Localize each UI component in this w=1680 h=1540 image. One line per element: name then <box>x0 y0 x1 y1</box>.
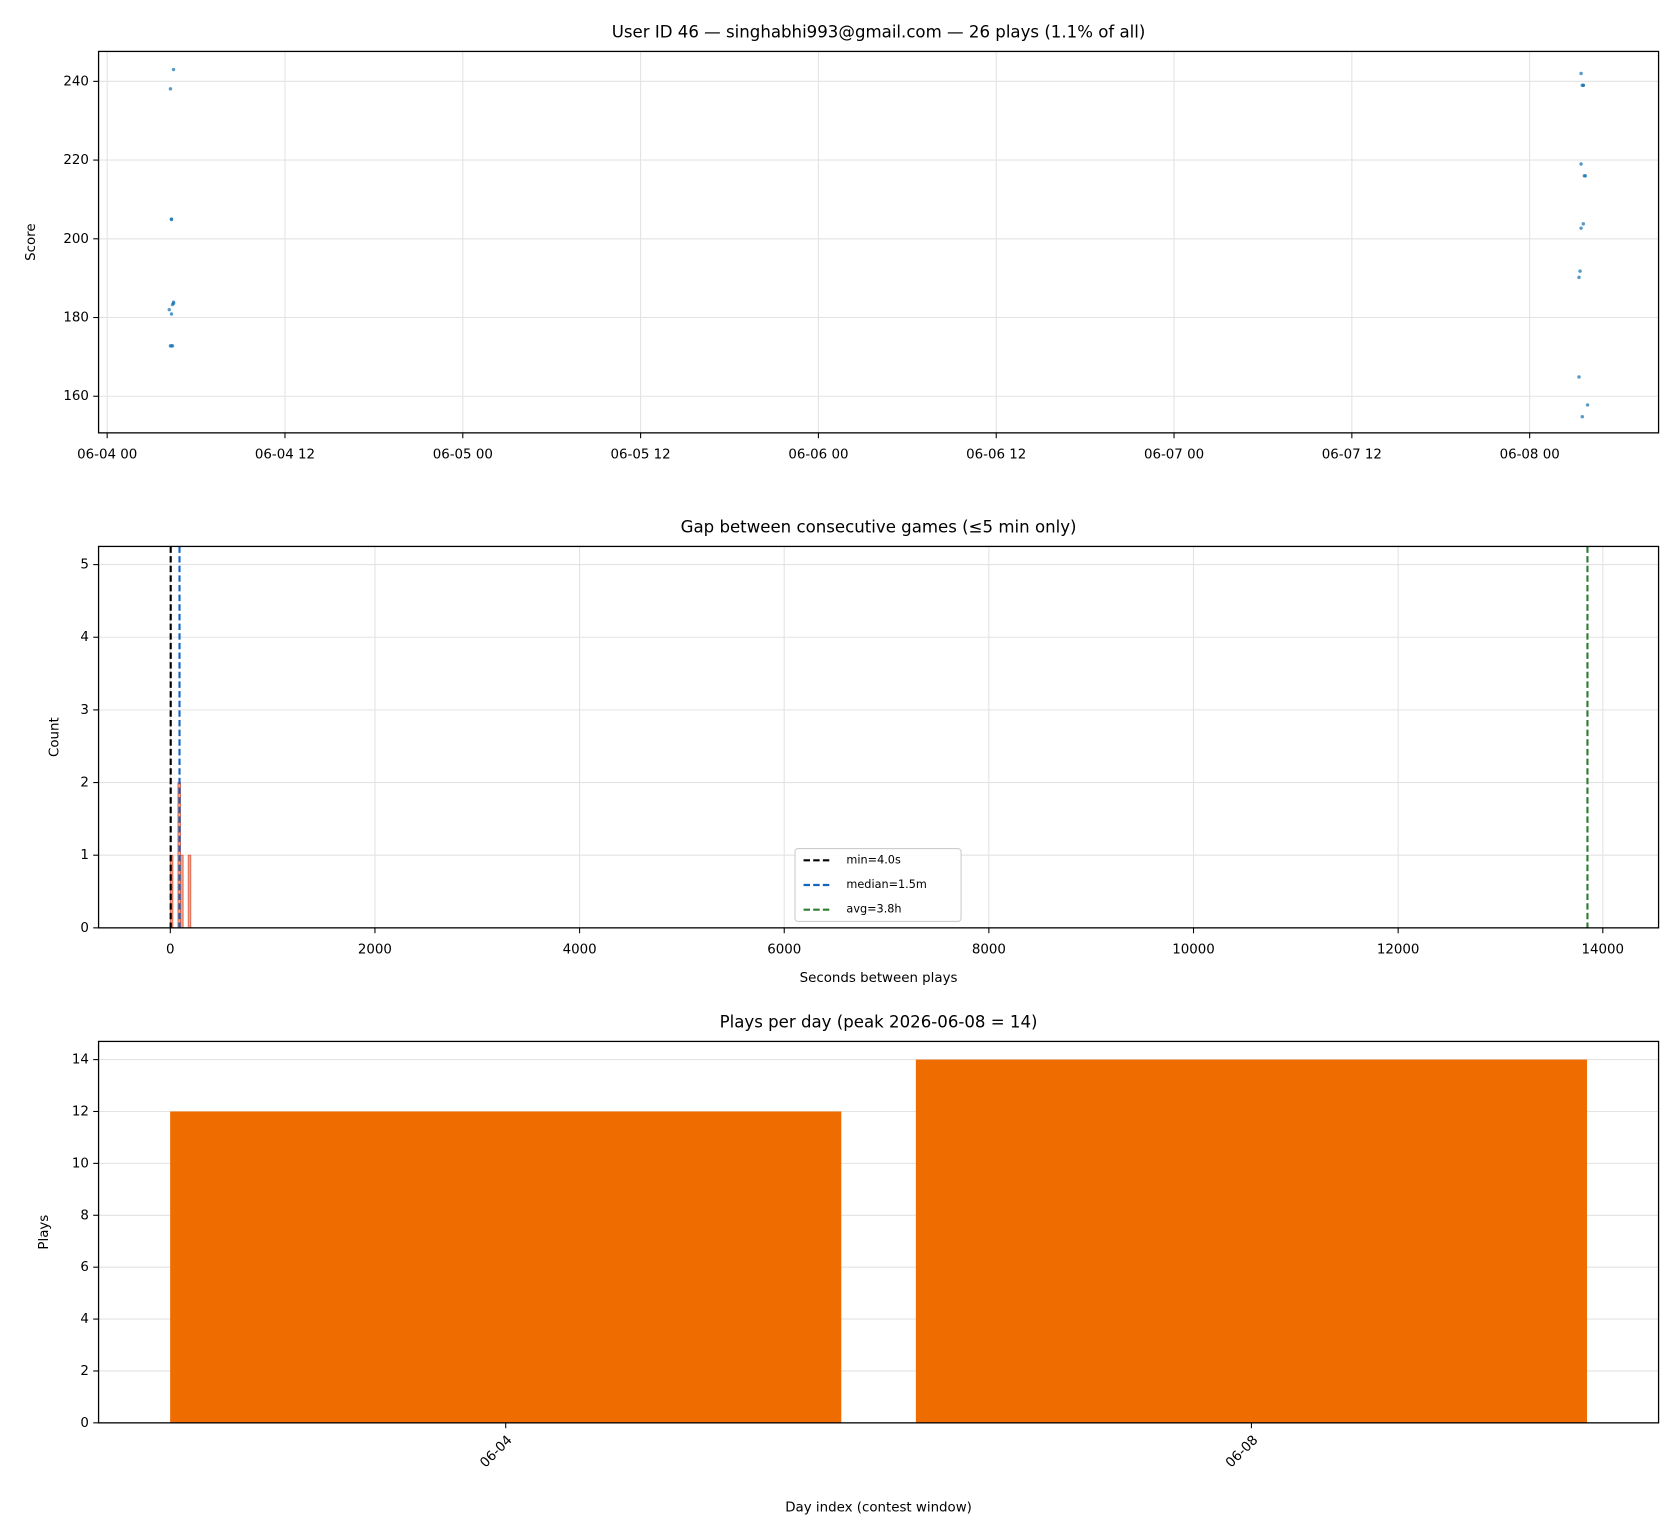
x-tick-label: 06-04 <box>478 1433 516 1471</box>
x-tick-label: 12000 <box>1377 942 1420 957</box>
y-tick-label: 12 <box>72 1104 89 1119</box>
y-tick-label: 4 <box>80 630 89 645</box>
y-axis-label: Score <box>24 223 39 260</box>
legend-label: avg=3.8h <box>846 903 901 916</box>
y-tick-label: 240 <box>63 74 89 89</box>
chart-title: User ID 46 — singhabhi993@gmail.com — 26… <box>612 23 1146 42</box>
chart-title: Gap between consecutive games (≤5 min on… <box>681 518 1077 537</box>
subplot: 0 2 4 6 8 10 12 14 06-04 06-08 Plays per day (peak… <box>37 1013 1660 1516</box>
point <box>1581 222 1586 226</box>
point <box>168 87 173 91</box>
point <box>1585 403 1590 407</box>
point <box>1581 83 1586 87</box>
y-tick-label: 2 <box>80 776 89 791</box>
axes-frame <box>97 1040 1660 1424</box>
x-tick-label: 06-04 12 <box>255 447 315 462</box>
point <box>169 344 174 348</box>
y-tick-label: 10 <box>72 1156 89 1171</box>
x-tick-label: 14000 <box>1582 942 1625 957</box>
point <box>1578 269 1582 273</box>
y-tick-label: 8 <box>80 1208 89 1223</box>
x-tick-label: 06-05 12 <box>611 447 671 462</box>
point <box>171 67 176 72</box>
point <box>1577 375 1581 379</box>
y-tick-label: 6 <box>80 1260 89 1275</box>
x-tick-label: 06-07 12 <box>1322 447 1382 462</box>
point <box>1577 275 1581 280</box>
x-tick-label: 4000 <box>563 942 597 957</box>
x-tick-label: 06-05 00 <box>433 447 493 462</box>
bar <box>915 1059 1587 1423</box>
x-axis-label: Seconds between plays <box>800 971 958 986</box>
point <box>1579 226 1583 230</box>
y-axis-label: Plays <box>37 1215 52 1250</box>
x-tick-label: 6000 <box>767 942 801 957</box>
axes-frame <box>97 545 1660 929</box>
point <box>1579 71 1583 76</box>
x-tick-label: 06-08 00 <box>1500 447 1560 462</box>
y-axis-label: Count <box>48 717 63 757</box>
x-tick-label: 06-08 <box>1223 1433 1261 1471</box>
point <box>167 307 171 312</box>
point <box>1583 174 1588 178</box>
hist-bar <box>187 854 192 929</box>
subplot: 160 180 200 220 240 06-04 00 06-04 12 06-05 00 0… <box>24 23 1660 462</box>
x-axis-label: Day index (contest window) <box>785 1501 972 1516</box>
y-tick-label: 4 <box>80 1312 89 1327</box>
chart-title: Plays per day (peak 2026-06-08 = 14) <box>720 1013 1038 1032</box>
x-tick-label: 06-07 00 <box>1144 447 1204 462</box>
y-tick-label: 0 <box>80 921 89 936</box>
legend-label: min=4.0s <box>846 853 901 866</box>
y-tick-label: 200 <box>63 232 89 247</box>
x-tick-label: 06-06 00 <box>788 447 848 462</box>
legend-box <box>794 848 962 922</box>
point <box>1580 415 1584 419</box>
y-tick-label: 1 <box>80 848 89 863</box>
y-tick-label: 14 <box>72 1053 89 1068</box>
subplot: 0 1 2 3 4 5 0 2000 4000 6000 8000 10000 12000 14000 mi… <box>48 518 1660 986</box>
x-tick-label: 06-06 12 <box>966 447 1026 462</box>
y-tick-label: 220 <box>63 153 89 168</box>
point <box>171 300 176 304</box>
x-tick-label: 8000 <box>972 942 1006 957</box>
x-tick-label: 2000 <box>358 942 392 957</box>
point <box>1579 162 1583 166</box>
point <box>169 312 174 316</box>
hist-bar <box>180 854 184 929</box>
y-tick-label: 3 <box>80 703 89 718</box>
axes-frame <box>97 50 1660 434</box>
x-tick-label: 06-04 00 <box>77 447 137 462</box>
y-tick-label: 2 <box>80 1364 89 1379</box>
x-tick-label: 10000 <box>1172 942 1215 957</box>
y-tick-label: 0 <box>80 1416 89 1431</box>
y-tick-label: 180 <box>63 311 89 326</box>
legend-label: median=1.5m <box>846 878 926 891</box>
point <box>169 217 174 221</box>
bar <box>170 1111 842 1423</box>
x-tick-label: 0 <box>166 942 175 957</box>
y-tick-label: 160 <box>63 389 89 404</box>
y-tick-label: 5 <box>80 558 89 573</box>
